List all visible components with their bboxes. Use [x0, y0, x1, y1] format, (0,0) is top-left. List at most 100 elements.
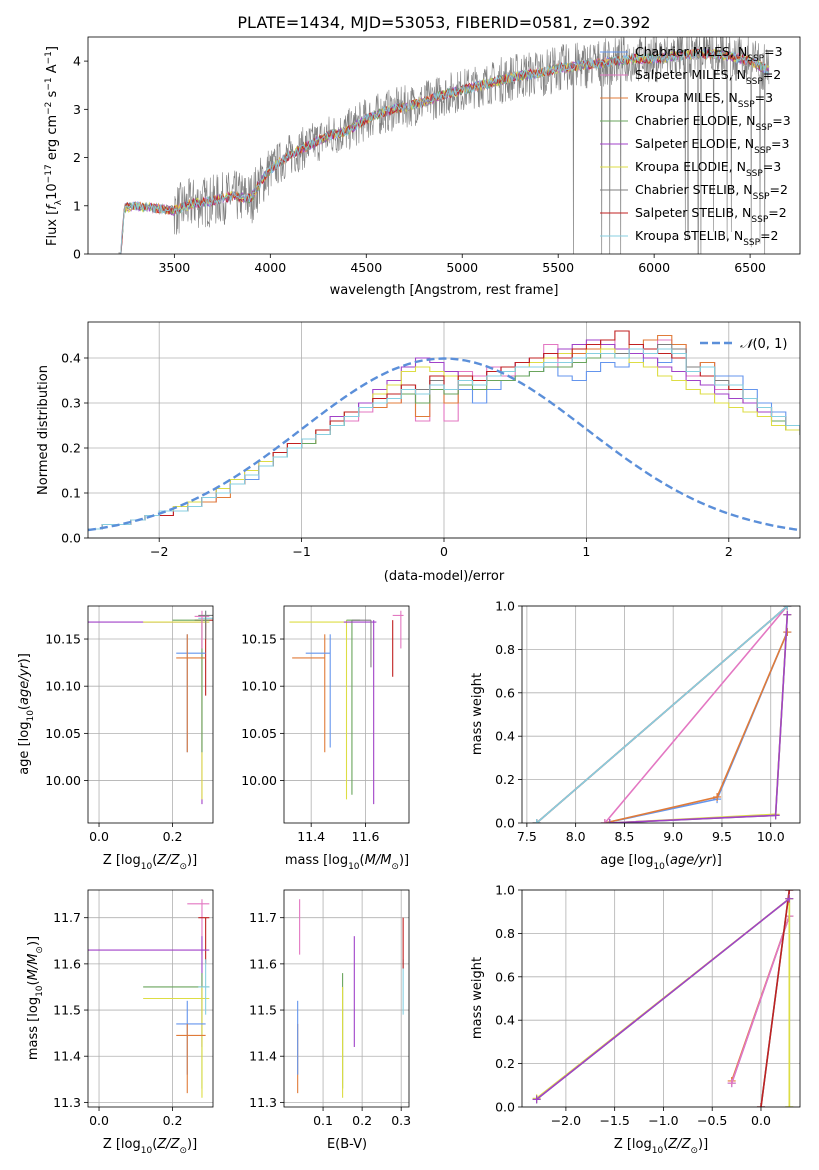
age_vs_mass-plot-area — [289, 610, 404, 805]
y-tick-label: 10.00 — [241, 773, 277, 788]
legend-entry: Salpeter ELODIE, NSSP=3 — [635, 136, 789, 156]
legend-entry: Kroupa STELIB, NSSP=2 — [635, 228, 779, 248]
x-axis-label: Z [log10(Z/Z⊙)] — [614, 1137, 708, 1156]
x-tick-label: 0.0 — [89, 829, 109, 844]
y-tick-label: 11.5 — [53, 1003, 81, 1018]
residuals-plot-area — [88, 330, 800, 532]
residuals-panel: −2 −1 0 1 2 0.0 0.1 0.2 0.3 0.4 (data-model)/error… — [36, 321, 801, 584]
series-chabrier-elodie — [605, 610, 792, 823]
y-tick-label: 0.2 — [61, 441, 81, 456]
y-tick-label: 11.4 — [53, 1049, 81, 1064]
series-line — [604, 606, 788, 823]
axes-frame — [87, 36, 801, 255]
x-tick-label: −2 — [150, 544, 168, 559]
legend-entry: Kroupa MILES, NSSP=3 — [635, 90, 773, 110]
x-tick-label: 0.1 — [313, 1113, 333, 1128]
y-tick-label: 0.0 — [61, 531, 81, 546]
series-marker — [600, 819, 609, 823]
x-tick-label: 11.4 — [297, 829, 325, 844]
x-axis-label: age [log10(age/yr)] — [600, 853, 722, 872]
series-marker — [727, 1079, 736, 1088]
series-marker — [783, 610, 792, 619]
y-tick-label: 11.7 — [53, 910, 81, 925]
y-tick-label: 11.6 — [249, 956, 277, 971]
series-salpeter-elodie — [605, 610, 792, 823]
series-line — [604, 631, 789, 823]
series-marker — [785, 894, 794, 903]
series-salpeter-elodie — [532, 894, 794, 1104]
errorbar-kroupa-stelib — [198, 959, 210, 1015]
errorbar-chabrier-miles — [176, 1000, 206, 1075]
histogram-salpeter-miles — [88, 339, 800, 530]
errorbar-salpeter-miles — [194, 610, 210, 649]
series-marker — [783, 628, 792, 637]
series-line — [536, 898, 790, 1101]
series-kroupa-stelib — [532, 606, 792, 823]
series-line — [609, 614, 789, 823]
mass_vs_ebv-panel: 0.1 0.2 0.3 11.3 11.4 11.5 11.6 11.7 E(B-V) — [249, 889, 411, 1152]
x-axis-label: (data-model)/error — [384, 569, 505, 584]
y-tick-label: 0.8 — [495, 926, 515, 941]
series-line — [604, 631, 789, 823]
legend-entry: Chabrier STELIB, NSSP=2 — [635, 182, 788, 202]
series-salpeter-stelib — [756, 890, 794, 1107]
y-tick-label: 1 — [73, 198, 81, 213]
weight_vs_Z-panel: −2.0 −1.5 −1.0 −0.5 0.0 0.0 0.2 0.4 0.6 0.8 1.0 Z [… — [470, 883, 801, 1156]
x-tick-label: 7.5 — [517, 829, 537, 844]
errorbar-chabrier-stelib — [198, 610, 213, 640]
series-kroupa-elodie — [605, 610, 792, 823]
y-tick-label: 0.4 — [495, 1013, 515, 1028]
x-tick-label: 5000 — [446, 260, 478, 275]
model-kroupa-stelib — [120, 49, 770, 254]
y-tick-label: 10.10 — [45, 679, 81, 694]
series-marker — [713, 792, 722, 801]
x-tick-label: 0.0 — [751, 1113, 771, 1128]
y-tick-label: 10.15 — [45, 632, 81, 647]
y-tick-label: 11.7 — [249, 910, 277, 925]
y-axis-label: mass [log10(M/M⊙)] — [26, 936, 45, 1060]
series-kroupa-miles — [600, 628, 792, 823]
x-tick-label: 2 — [725, 544, 733, 559]
axes-frame — [521, 605, 801, 824]
legend-entry: Chabrier MILES, NSSP=3 — [635, 44, 783, 64]
mass_vs_Z-plot-area — [88, 899, 210, 1098]
x-tick-label: −2.0 — [551, 1113, 581, 1128]
spectrum-panel: 3500 4000 4500 5000 5500 6000 6500 0 1 2 3 4 wavelen… — [44, 36, 801, 298]
y-tick-label: 1.0 — [495, 599, 515, 614]
legend-entry: 𝒩(0, 1) — [740, 337, 787, 352]
series-line — [536, 606, 788, 823]
histogram-chabrier-stelib — [88, 343, 800, 530]
x-tick-label: 9.5 — [712, 829, 732, 844]
legend-entry: Kroupa ELODIE, NSSP=3 — [635, 159, 781, 179]
axes-frame — [283, 889, 410, 1108]
series-line — [536, 897, 791, 1107]
x-tick-label: 0.3 — [391, 1113, 411, 1128]
y-tick-label: 10.05 — [45, 726, 81, 741]
errorbar-salpeter-miles — [392, 610, 404, 649]
histogram-kroupa-stelib — [88, 348, 800, 530]
errorbar-kroupa-elodie — [143, 986, 210, 1098]
errorbar-chabrier-elodie — [143, 973, 210, 1089]
x-tick-label: 0.2 — [352, 1113, 372, 1128]
y-axis-label: Flux [fλ10−17 erg cm−2 s−1 A−1] — [44, 46, 64, 246]
histogram-salpeter-stelib — [88, 330, 800, 530]
legend-entry: Salpeter STELIB, NSSP=2 — [635, 205, 787, 225]
axes-frame — [87, 605, 214, 824]
x-tick-label: 11.6 — [352, 829, 380, 844]
y-tick-label: 11.6 — [53, 956, 81, 971]
y-tick-label: 10.00 — [45, 773, 81, 788]
mass_vs_Z-panel: 0.0 0.2 11.3 11.4 11.5 11.6 11.7 Z [log10(Z/Z⊙)… — [26, 889, 214, 1156]
errorbar-chabrier-elodie — [346, 619, 361, 795]
errorbar-kroupa-elodie — [143, 620, 210, 800]
x-tick-label: 0.2 — [163, 1113, 183, 1128]
age_vs_Z-panel: 0.0 0.2 10.00 10.05 10.10 10.15 Z [log10(Z/Z⊙)… — [17, 605, 214, 872]
axes-frame — [283, 605, 410, 824]
series-marker — [756, 1103, 765, 1107]
weight_vs_age-panel: 7.5 8.0 8.5 9.0 9.5 10.0 0.0 0.2 0.4 0.6 0.8 1.0 age… — [470, 599, 801, 872]
legend-entry: Salpeter MILES, NSSP=2 — [635, 67, 781, 87]
x-tick-label: 8.5 — [614, 829, 634, 844]
x-axis-label: wavelength [Angstrom, rest frame] — [330, 283, 559, 298]
series-marker — [785, 890, 794, 894]
series-line — [760, 890, 791, 1107]
